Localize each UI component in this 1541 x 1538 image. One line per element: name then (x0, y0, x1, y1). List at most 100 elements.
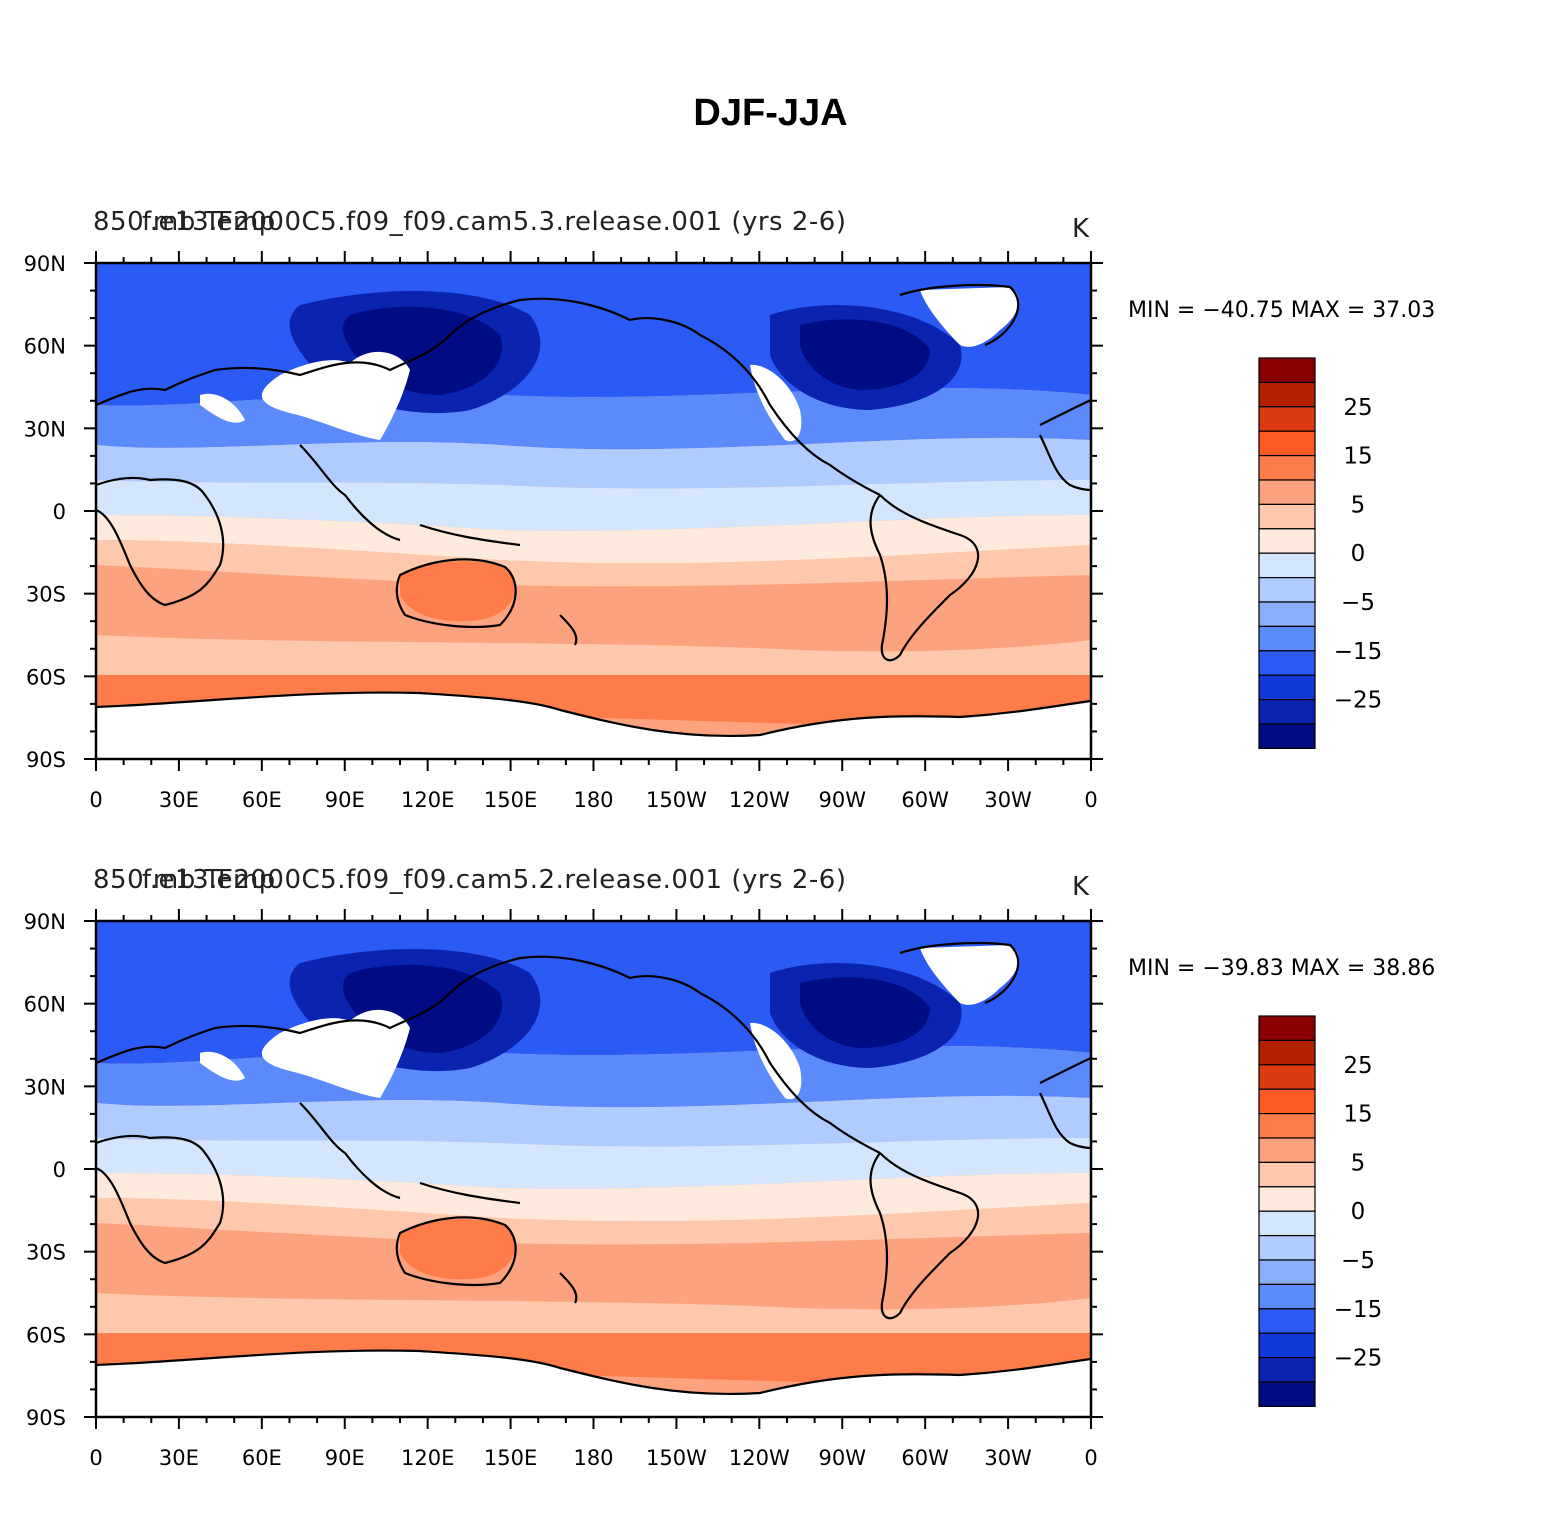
left-string: 850 mb Temp (93, 865, 276, 895)
colorbar-swatch (1258, 1332, 1316, 1359)
colorbar-swatch (1258, 674, 1316, 701)
lon-label: 150W (646, 788, 707, 812)
lon-label: 120E (401, 1446, 454, 1470)
lat-label: 30N (24, 417, 66, 441)
colorbar-swatch (1258, 650, 1316, 676)
lon-label: 150E (484, 788, 537, 812)
colorbar (1258, 357, 1316, 749)
colorbar-swatch (1258, 528, 1316, 554)
lon-label: 90W (819, 788, 867, 812)
colorbar-swatch (1258, 455, 1316, 481)
lon-label: 60E (242, 1446, 282, 1470)
colorbar-swatch (1258, 1235, 1316, 1261)
colorbar-label: 15 (1343, 1102, 1372, 1128)
lon-label: 180 (573, 1446, 613, 1470)
colorbar-swatch (1258, 552, 1316, 579)
lat-label: 90S (26, 1406, 66, 1430)
coastlines (95, 942, 1092, 1396)
lon-tick-labels: 0 30E 60E 90E 120E 150E 180 150W 120W 90W 60W 30W 0 (89, 1446, 1097, 1470)
map-svg: 850 mb Temp f.e13.F2000C5.f09_f09.cam5.2… (24, 865, 1436, 1470)
colorbar-swatch (1258, 357, 1316, 383)
lat-label: 60N (24, 993, 66, 1017)
lon-label: 90W (819, 1446, 867, 1470)
lon-label: 30E (159, 1446, 199, 1470)
map-svg: 850 mb Temp f.e13.F2000C5.f09_f09.cam5.3… (24, 207, 1436, 812)
lon-label: 150W (646, 1446, 707, 1470)
colorbar-label: 25 (1343, 1053, 1372, 1079)
colorbar-labels: 25 15 5 0 −5 −15 −25 (1334, 1053, 1383, 1372)
colorbar-label: 15 (1343, 444, 1372, 470)
lon-label: 180 (573, 788, 613, 812)
lat-tick-labels: 90N 60N 30N 0 30S 60S 90S (24, 252, 66, 772)
colorbar-swatch (1258, 699, 1316, 725)
colorbar-label: 0 (1351, 541, 1366, 567)
colorbar-label: −15 (1334, 639, 1383, 665)
colorbar-label: 0 (1351, 1199, 1366, 1225)
lat-label: 60N (24, 335, 66, 359)
colorbar-swatch (1258, 503, 1316, 530)
lat-label: 0 (53, 1158, 66, 1182)
lon-label: 150E (484, 1446, 537, 1470)
colorbar-swatch (1258, 1015, 1316, 1041)
colorbar-swatch (1258, 1357, 1316, 1383)
lon-label: 90E (325, 1446, 365, 1470)
colorbar-swatch (1258, 1259, 1316, 1285)
colorbar-swatch (1258, 1186, 1316, 1212)
map-field (95, 921, 1092, 1417)
units-label: K (1072, 214, 1090, 244)
lon-label: 0 (89, 788, 102, 812)
lon-tick-labels: 0 30E 60E 90E 120E 150E 180 150W 120W 90W 60W 30W 0 (89, 788, 1097, 812)
lon-label: 0 (1084, 1446, 1097, 1470)
colorbar-swatch (1258, 601, 1316, 627)
colorbar-swatch (1258, 1161, 1316, 1188)
lat-label: 30S (26, 583, 66, 607)
lat-tick-labels: 90N 60N 30N 0 30S 60S 90S (24, 910, 66, 1430)
lon-label: 60W (901, 1446, 949, 1470)
colorbar-swatch (1258, 1039, 1316, 1066)
units-label: K (1072, 872, 1090, 902)
lat-label: 90S (26, 748, 66, 772)
lon-label: 30W (984, 1446, 1032, 1470)
lon-label: 0 (89, 1446, 102, 1470)
lon-label: 120W (729, 788, 790, 812)
coastlines (95, 284, 1092, 738)
center-string: f.e13.F2000C5.f09_f09.cam5.3.release.001… (142, 207, 846, 237)
colorbar-label: −15 (1334, 1297, 1383, 1323)
colorbar-swatch (1258, 381, 1316, 408)
colorbar-label: −5 (1341, 590, 1375, 616)
lon-label: 0 (1084, 788, 1097, 812)
lat-label: 60S (26, 1323, 66, 1347)
lat-label: 60S (26, 665, 66, 689)
min-max-label: MIN = −39.83 MAX = 38.86 (1128, 956, 1435, 981)
colorbar-swatch (1258, 723, 1316, 749)
figure-title: DJF-JJA (693, 92, 848, 134)
lon-label: 120W (729, 1446, 790, 1470)
lon-label: 30E (159, 788, 199, 812)
min-max-label: MIN = −40.75 MAX = 37.03 (1128, 298, 1435, 323)
colorbar-swatch (1258, 1137, 1316, 1163)
colorbar-swatch (1258, 625, 1316, 652)
colorbar-swatch (1258, 1064, 1316, 1090)
colorbar-label: 5 (1351, 492, 1366, 518)
axis-ticks (84, 251, 1103, 771)
colorbar-swatch (1258, 1088, 1316, 1115)
colorbar-swatch (1258, 406, 1316, 432)
colorbar-labels: 25 15 5 0 −5 −15 −25 (1334, 395, 1383, 714)
colorbar-swatch (1258, 430, 1316, 457)
left-string: 850 mb Temp (93, 207, 276, 237)
colorbar-swatch (1258, 1210, 1316, 1237)
map-panel-1: 850 mb Temp f.e13.F2000C5.f09_f09.cam5.3… (0, 195, 1541, 855)
colorbar-label: −5 (1341, 1248, 1375, 1274)
lon-label: 60W (901, 788, 949, 812)
colorbar-swatch (1258, 1308, 1316, 1334)
colorbar (1258, 1015, 1316, 1407)
colorbar-swatch (1258, 1113, 1316, 1139)
lon-label: 60E (242, 788, 282, 812)
colorbar-swatch (1258, 1283, 1316, 1310)
map-panel-2: 850 mb Temp f.e13.F2000C5.f09_f09.cam5.2… (0, 853, 1541, 1513)
lat-label: 90N (24, 252, 66, 276)
lat-label: 30S (26, 1241, 66, 1265)
center-string: f.e13.F2000C5.f09_f09.cam5.2.release.001… (142, 865, 846, 895)
lat-label: 0 (53, 500, 66, 524)
colorbar-label: −25 (1334, 1346, 1383, 1372)
